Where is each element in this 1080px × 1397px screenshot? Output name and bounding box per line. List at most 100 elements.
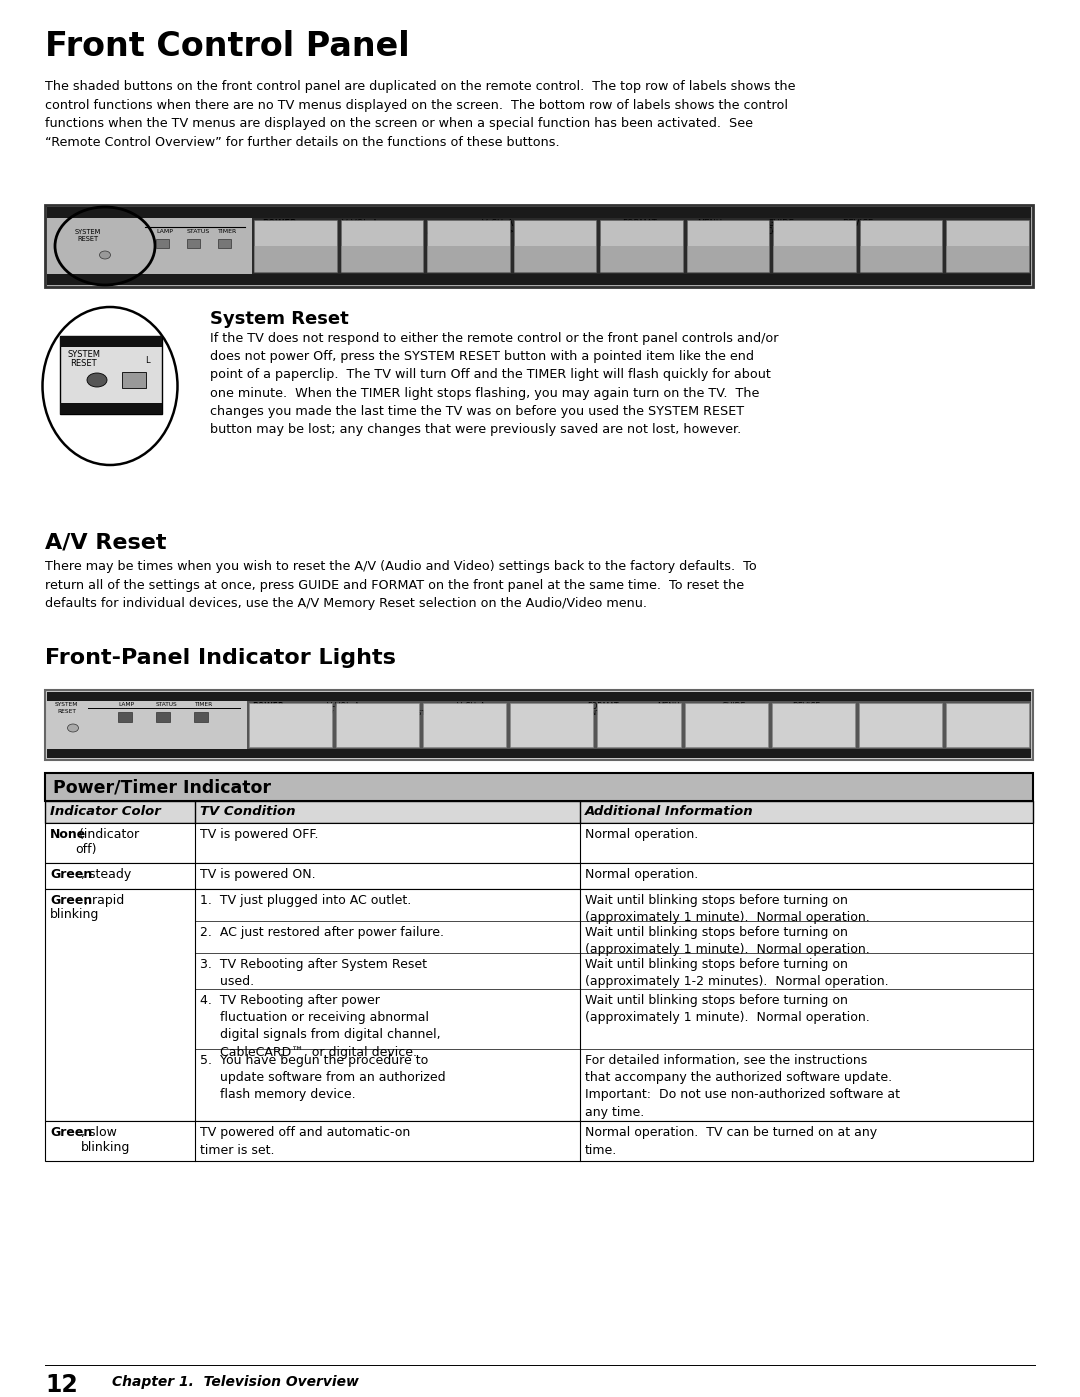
Bar bbox=[156, 239, 168, 249]
Text: V–CH–Λ: V–CH–Λ bbox=[457, 703, 486, 711]
Text: 1.  TV just plugged into AC outlet.: 1. TV just plugged into AC outlet. bbox=[200, 894, 411, 907]
Text: blinking: blinking bbox=[50, 908, 99, 921]
Text: POWER: POWER bbox=[252, 703, 284, 711]
Bar bbox=[340, 219, 423, 272]
Bar bbox=[427, 219, 510, 272]
Bar bbox=[423, 703, 507, 747]
Text: Normal operation.: Normal operation. bbox=[585, 828, 699, 841]
Text: Additional Information: Additional Information bbox=[585, 805, 754, 819]
Text: CANCEL: CANCEL bbox=[767, 226, 797, 236]
Text: Wait until blinking stops before turning on
(approximately 1 minute).  Normal op: Wait until blinking stops before turning… bbox=[585, 926, 869, 956]
Bar bbox=[946, 219, 1029, 272]
Bar bbox=[860, 219, 943, 272]
Text: If the TV does not respond to either the remote control or the front panel contr: If the TV does not respond to either the… bbox=[210, 332, 779, 436]
Text: SYSTEM: SYSTEM bbox=[68, 351, 102, 359]
Text: , rapid: , rapid bbox=[84, 894, 124, 907]
Text: <      >: < > bbox=[487, 226, 514, 236]
Bar bbox=[336, 703, 419, 747]
Bar bbox=[60, 337, 162, 346]
Text: ENTER: ENTER bbox=[622, 226, 647, 236]
Text: TV is powered ON.: TV is powered ON. bbox=[200, 868, 315, 882]
Text: None: None bbox=[50, 828, 86, 841]
Text: (indicator
off): (indicator off) bbox=[75, 828, 139, 856]
Bar bbox=[48, 701, 247, 749]
Text: TV is powered OFF.: TV is powered OFF. bbox=[200, 828, 319, 841]
Text: 5.  You have begun the procedure to
     update software from an authorized
    : 5. You have begun the procedure to updat… bbox=[200, 1053, 446, 1101]
Text: The shaded buttons on the front control panel are duplicated on the remote contr: The shaded buttons on the front control … bbox=[45, 80, 796, 148]
Text: TIMER: TIMER bbox=[194, 703, 213, 707]
Text: System Reset: System Reset bbox=[210, 310, 349, 328]
Text: , steady: , steady bbox=[81, 868, 132, 882]
Bar bbox=[254, 219, 337, 272]
Bar bbox=[45, 773, 1032, 800]
Text: CANCEL: CANCEL bbox=[723, 710, 748, 717]
Bar bbox=[597, 703, 680, 747]
Text: FORMAT: FORMAT bbox=[622, 219, 657, 228]
Text: Normal operation.  TV can be turned on at any
time.: Normal operation. TV can be turned on at… bbox=[585, 1126, 877, 1157]
Bar bbox=[773, 246, 855, 272]
Text: MENU: MENU bbox=[657, 710, 676, 717]
Bar bbox=[45, 690, 1032, 760]
Text: ENTER: ENTER bbox=[588, 710, 609, 717]
Text: Wait until blinking stops before turning on
(approximately 1-2 minutes).  Normal: Wait until blinking stops before turning… bbox=[585, 958, 889, 988]
Text: 3.  TV Rebooting after System Reset
     used.: 3. TV Rebooting after System Reset used. bbox=[200, 958, 427, 988]
Text: <     >: < > bbox=[459, 710, 481, 717]
Bar bbox=[860, 246, 943, 272]
Bar bbox=[249, 703, 333, 747]
Bar bbox=[427, 246, 510, 272]
Text: RESET: RESET bbox=[57, 710, 76, 714]
Bar bbox=[600, 219, 683, 272]
Text: DEVICE: DEVICE bbox=[792, 703, 820, 711]
Bar bbox=[514, 219, 596, 272]
Bar bbox=[685, 703, 768, 747]
Bar bbox=[48, 218, 252, 274]
Text: Green: Green bbox=[50, 894, 92, 907]
Text: V      Λ: V Λ bbox=[329, 710, 351, 717]
Text: Green: Green bbox=[50, 1126, 92, 1139]
Bar bbox=[60, 402, 162, 414]
Text: V       Λ: V Λ bbox=[350, 226, 377, 236]
Bar bbox=[45, 823, 1032, 863]
Bar bbox=[859, 703, 942, 747]
Text: TV Condition: TV Condition bbox=[200, 805, 296, 819]
Bar bbox=[156, 712, 170, 722]
Bar bbox=[773, 219, 855, 272]
Ellipse shape bbox=[99, 251, 110, 258]
Text: DEVICE: DEVICE bbox=[842, 219, 873, 228]
Text: L: L bbox=[145, 356, 150, 365]
Bar bbox=[254, 246, 337, 272]
Text: Chapter 1.  Television Overview: Chapter 1. Television Overview bbox=[112, 1375, 359, 1389]
Text: Green: Green bbox=[50, 868, 92, 882]
Text: MENU: MENU bbox=[697, 226, 719, 236]
Bar bbox=[122, 372, 146, 388]
Text: Front Control Panel: Front Control Panel bbox=[45, 29, 409, 63]
Text: A/V Reset: A/V Reset bbox=[45, 532, 166, 552]
Bar bbox=[45, 863, 1032, 888]
Text: Wait until blinking stops before turning on
(approximately 1 minute).  Normal op: Wait until blinking stops before turning… bbox=[585, 995, 869, 1024]
Ellipse shape bbox=[87, 373, 107, 387]
Bar bbox=[45, 205, 1032, 286]
Text: ADJUST: ADJUST bbox=[402, 710, 427, 717]
Text: GUIDE: GUIDE bbox=[723, 703, 746, 711]
Text: FORMAT: FORMAT bbox=[588, 703, 619, 711]
Text: 2.  AC just restored after power failure.: 2. AC just restored after power failure. bbox=[200, 926, 444, 939]
Bar bbox=[946, 703, 1029, 747]
Text: 12: 12 bbox=[45, 1373, 78, 1397]
Text: SYSTEM: SYSTEM bbox=[75, 229, 102, 235]
Ellipse shape bbox=[67, 724, 79, 732]
Bar bbox=[687, 246, 769, 272]
Bar bbox=[600, 246, 683, 272]
Bar bbox=[247, 701, 1031, 749]
Text: GUIDE: GUIDE bbox=[767, 219, 794, 228]
Text: RESET: RESET bbox=[70, 359, 96, 367]
Text: RESET: RESET bbox=[77, 236, 98, 242]
Text: LAMP: LAMP bbox=[156, 229, 173, 235]
Text: STATUS: STATUS bbox=[187, 229, 211, 235]
Text: V–VOL–Λ: V–VOL–Λ bbox=[342, 219, 379, 228]
Bar bbox=[514, 246, 596, 272]
Bar bbox=[45, 1120, 1032, 1161]
Bar bbox=[48, 207, 1031, 218]
Bar bbox=[60, 337, 162, 414]
Text: V–CH–Λ: V–CH–Λ bbox=[482, 219, 514, 228]
Bar bbox=[194, 712, 208, 722]
